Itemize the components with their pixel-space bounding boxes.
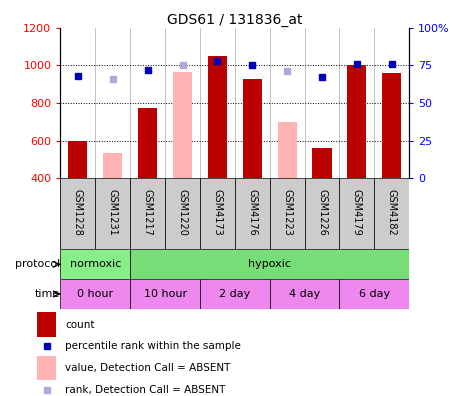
Bar [103, 153, 122, 178]
Bar [60, 279, 130, 309]
Bar [270, 178, 305, 249]
Bar [235, 178, 270, 249]
Text: GSM4182: GSM4182 [387, 189, 397, 236]
Bar [95, 178, 130, 249]
Text: value, Detection Call = ABSENT: value, Detection Call = ABSENT [65, 363, 231, 373]
Bar [60, 178, 95, 249]
Text: GSM1220: GSM1220 [178, 189, 187, 236]
Text: GSM4179: GSM4179 [352, 189, 362, 236]
Bar [339, 279, 409, 309]
Bar [37, 356, 56, 380]
Text: 0 hour: 0 hour [77, 289, 113, 299]
Bar [278, 122, 297, 178]
Text: count: count [65, 320, 94, 329]
Bar [37, 312, 56, 337]
Text: 10 hour: 10 hour [144, 289, 186, 299]
Bar [60, 249, 130, 279]
Title: GDS61 / 131836_at: GDS61 / 131836_at [167, 13, 303, 27]
Bar [312, 148, 332, 178]
Bar [200, 178, 235, 249]
Text: GSM1226: GSM1226 [317, 189, 327, 236]
Bar [130, 249, 409, 279]
Text: 2 day: 2 day [219, 289, 251, 299]
Text: percentile rank within the sample: percentile rank within the sample [65, 341, 241, 351]
Text: hypoxic: hypoxic [248, 259, 291, 269]
Text: GSM4173: GSM4173 [213, 189, 222, 236]
Bar [165, 178, 200, 249]
Bar [347, 65, 366, 178]
Bar [200, 279, 270, 309]
Text: normoxic: normoxic [70, 259, 121, 269]
Bar [130, 279, 200, 309]
Text: GSM1223: GSM1223 [282, 189, 292, 236]
Bar [208, 56, 227, 178]
Bar [305, 178, 339, 249]
Text: GSM1228: GSM1228 [73, 189, 83, 236]
Bar [374, 178, 409, 249]
Text: GSM4176: GSM4176 [247, 189, 257, 236]
Text: 4 day: 4 day [289, 289, 320, 299]
Bar [138, 108, 157, 178]
Bar [130, 178, 165, 249]
Bar [68, 141, 87, 178]
Text: GSM1217: GSM1217 [143, 189, 153, 236]
Text: protocol: protocol [14, 259, 60, 269]
Text: time: time [34, 289, 60, 299]
Bar [382, 73, 401, 178]
Bar [173, 72, 192, 178]
Text: rank, Detection Call = ABSENT: rank, Detection Call = ABSENT [65, 385, 226, 395]
Text: GSM1231: GSM1231 [108, 189, 118, 236]
Bar [243, 78, 262, 178]
Text: 6 day: 6 day [359, 289, 390, 299]
Bar [339, 178, 374, 249]
Bar [270, 279, 339, 309]
